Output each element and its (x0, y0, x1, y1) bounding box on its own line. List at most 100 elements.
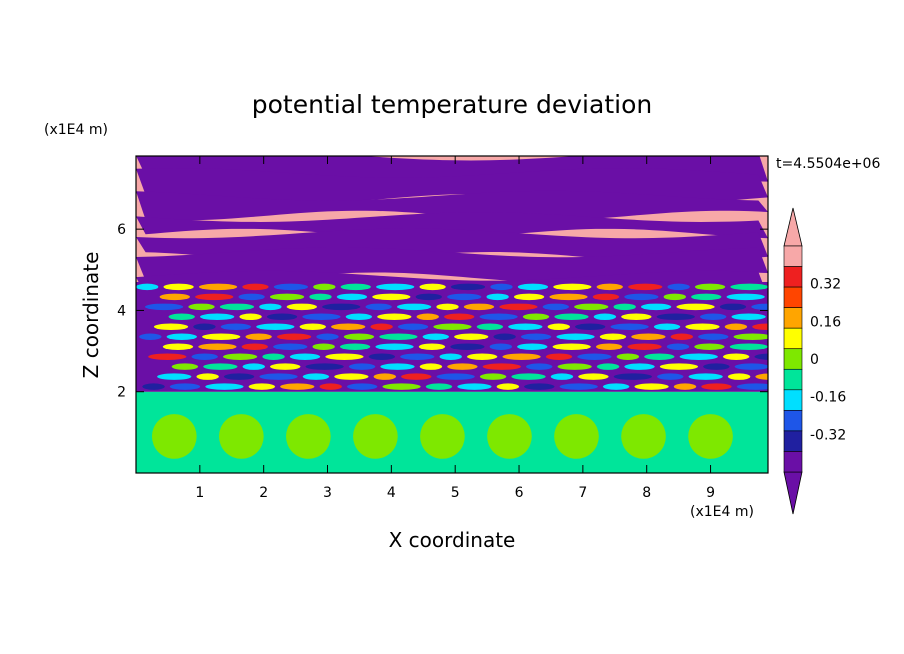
mixing-cell (242, 363, 265, 370)
mixing-cell (552, 343, 591, 350)
mixing-cell (724, 323, 748, 331)
lower-lobe (688, 414, 733, 459)
lower-lobe (286, 414, 331, 459)
mixing-cell (162, 343, 194, 350)
mixing-cell (520, 333, 552, 340)
mixing-cell (266, 313, 298, 321)
mixing-cell (242, 283, 269, 291)
mixing-cell (631, 333, 666, 340)
mixing-cell (502, 353, 541, 360)
mixing-cell (302, 313, 341, 321)
mixing-cell (346, 383, 378, 390)
mixing-cell (719, 303, 747, 311)
mixing-cell (517, 283, 549, 291)
mixing-cell (624, 293, 659, 301)
colorbar-swatch (783, 286, 803, 308)
mixing-cell (547, 323, 570, 331)
mixing-cell (596, 283, 623, 291)
mixing-cell (419, 283, 446, 291)
mixing-cell (312, 343, 335, 350)
mixing-cell (202, 333, 241, 340)
mixing-cell (628, 283, 663, 291)
mixing-cell (422, 333, 449, 340)
mixing-cell (241, 343, 268, 350)
mixing-cell (703, 363, 730, 370)
y-tick-label: 2 (117, 385, 126, 401)
mixing-cell (447, 293, 482, 301)
colorbar-tick-label: 0 (810, 352, 819, 368)
mixing-cell (517, 343, 548, 350)
mixing-cell (670, 333, 693, 340)
mixing-cell (401, 373, 432, 380)
mixing-cell (163, 283, 194, 291)
mixing-cell (336, 293, 368, 301)
mixing-cell (171, 363, 199, 370)
mixing-cell (621, 313, 652, 321)
mixing-cell (457, 383, 492, 390)
mixing-cell (345, 313, 373, 321)
mixing-cell (199, 313, 235, 321)
colorbar-tick-label: 0.16 (810, 314, 841, 330)
mixing-cell (223, 373, 255, 380)
mixing-cell (679, 353, 718, 360)
mixing-cell (276, 333, 312, 340)
mixing-cell (726, 293, 765, 301)
mixing-cell (280, 383, 315, 390)
mixing-cell (602, 383, 630, 390)
x-tick-label: 4 (387, 485, 396, 501)
x-axis: 1 2 3 4 5 6 7 8 9 (195, 156, 715, 501)
mixing-cell (203, 363, 238, 370)
mixing-cell (575, 323, 606, 331)
mixing-cell (463, 303, 495, 311)
mixing-cell (439, 353, 462, 360)
mixing-cell (136, 283, 159, 291)
mixing-cell (554, 313, 589, 321)
mixing-cell (286, 303, 317, 311)
mixing-cell (198, 343, 237, 350)
y-tick-label: 4 (117, 303, 126, 319)
mixing-cell (640, 303, 672, 311)
mixing-cell (734, 363, 768, 370)
mixing-cell (542, 303, 569, 311)
mixing-cell (685, 323, 720, 331)
mixing-cell (722, 353, 750, 360)
mixing-cell (444, 313, 475, 321)
mixing-cell (694, 283, 726, 291)
mixing-cell (613, 373, 652, 380)
mixing-cell (273, 283, 309, 291)
mixing-cell (549, 293, 588, 301)
mixing-cell (467, 353, 498, 360)
mixing-cell (729, 343, 768, 350)
mixing-cell (657, 373, 684, 380)
mixing-cell (754, 353, 768, 360)
mixing-cell (299, 323, 326, 331)
mixing-cell (144, 303, 184, 311)
colorbar-swatch (783, 348, 803, 370)
mixing-cell (559, 383, 598, 390)
mixing-cell (592, 293, 620, 301)
upper-band (136, 190, 768, 221)
mixing-cell (334, 373, 369, 380)
colorbar: 0.32 0.16 0 -0.16 -0.32 (783, 207, 846, 515)
mixing-cell (348, 363, 376, 370)
mixing-cell (691, 293, 722, 301)
mixing-cell (526, 363, 553, 370)
mixing-cell (493, 333, 516, 340)
mixing-cell (368, 353, 396, 360)
upper-band (136, 156, 768, 182)
x-tick-label: 9 (706, 485, 715, 501)
mixing-cell (396, 303, 432, 311)
mixing-cell (736, 383, 768, 390)
mixing-cell (522, 313, 550, 321)
mixing-cell (400, 353, 435, 360)
mixing-cell (191, 353, 218, 360)
x-tick-label: 2 (259, 485, 268, 501)
chart-title: potential temperature deviation (252, 90, 652, 119)
mixing-cell (319, 383, 342, 390)
mixing-cell (752, 323, 768, 331)
mixing-cell (599, 333, 627, 340)
mixing-cell (511, 373, 546, 380)
mixing-cell (454, 333, 489, 340)
mixing-cell (727, 373, 751, 380)
colorbar-swatch (783, 307, 803, 329)
